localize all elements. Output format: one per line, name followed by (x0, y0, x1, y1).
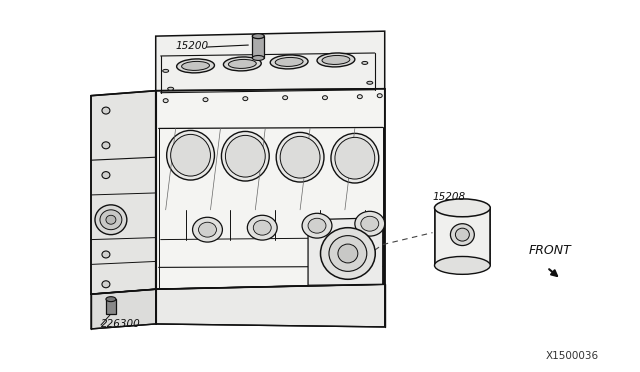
Text: 15208: 15208 (433, 192, 466, 202)
Ellipse shape (283, 96, 287, 100)
Ellipse shape (102, 107, 110, 114)
Ellipse shape (247, 215, 277, 240)
Ellipse shape (435, 256, 490, 274)
Ellipse shape (221, 131, 269, 181)
Ellipse shape (362, 61, 368, 64)
Ellipse shape (317, 53, 355, 67)
Ellipse shape (163, 69, 169, 73)
Polygon shape (252, 36, 264, 58)
Polygon shape (156, 89, 385, 289)
Ellipse shape (168, 87, 173, 90)
Ellipse shape (335, 137, 375, 179)
Text: X1500036: X1500036 (546, 351, 599, 361)
Ellipse shape (228, 60, 256, 68)
Ellipse shape (435, 199, 490, 217)
Ellipse shape (102, 251, 110, 258)
Ellipse shape (302, 213, 332, 238)
Ellipse shape (243, 97, 248, 101)
Polygon shape (106, 299, 116, 314)
Ellipse shape (163, 99, 168, 103)
Ellipse shape (193, 217, 223, 242)
Ellipse shape (331, 134, 379, 183)
Ellipse shape (223, 57, 261, 71)
Polygon shape (156, 284, 385, 327)
Ellipse shape (106, 215, 116, 224)
Polygon shape (308, 218, 383, 285)
Ellipse shape (252, 33, 264, 39)
Polygon shape (91, 289, 156, 329)
Polygon shape (156, 31, 385, 94)
Ellipse shape (177, 59, 214, 73)
Ellipse shape (102, 142, 110, 149)
Polygon shape (91, 91, 156, 294)
Ellipse shape (377, 94, 382, 98)
Ellipse shape (95, 205, 127, 235)
Ellipse shape (329, 235, 367, 271)
Ellipse shape (253, 220, 271, 235)
Ellipse shape (357, 95, 362, 99)
Ellipse shape (322, 55, 350, 64)
Ellipse shape (106, 296, 116, 302)
Ellipse shape (451, 224, 474, 246)
Ellipse shape (102, 281, 110, 288)
Ellipse shape (166, 131, 214, 180)
Text: FRONT: FRONT (529, 244, 572, 257)
Text: 226300: 226300 (101, 319, 141, 329)
Ellipse shape (338, 244, 358, 263)
Ellipse shape (198, 222, 216, 237)
Ellipse shape (323, 96, 328, 100)
Ellipse shape (225, 135, 265, 177)
Ellipse shape (321, 228, 375, 279)
Ellipse shape (361, 216, 379, 231)
Ellipse shape (280, 137, 320, 178)
Ellipse shape (171, 134, 211, 176)
Ellipse shape (102, 171, 110, 179)
Ellipse shape (276, 132, 324, 182)
Text: 15200: 15200 (175, 41, 209, 51)
Ellipse shape (252, 55, 264, 60)
Ellipse shape (182, 61, 209, 70)
Ellipse shape (100, 210, 122, 230)
Ellipse shape (203, 98, 208, 102)
Polygon shape (435, 208, 490, 265)
Ellipse shape (308, 218, 326, 233)
Ellipse shape (275, 57, 303, 67)
Ellipse shape (367, 81, 372, 84)
Ellipse shape (270, 55, 308, 69)
Ellipse shape (355, 211, 385, 236)
Ellipse shape (456, 228, 469, 241)
